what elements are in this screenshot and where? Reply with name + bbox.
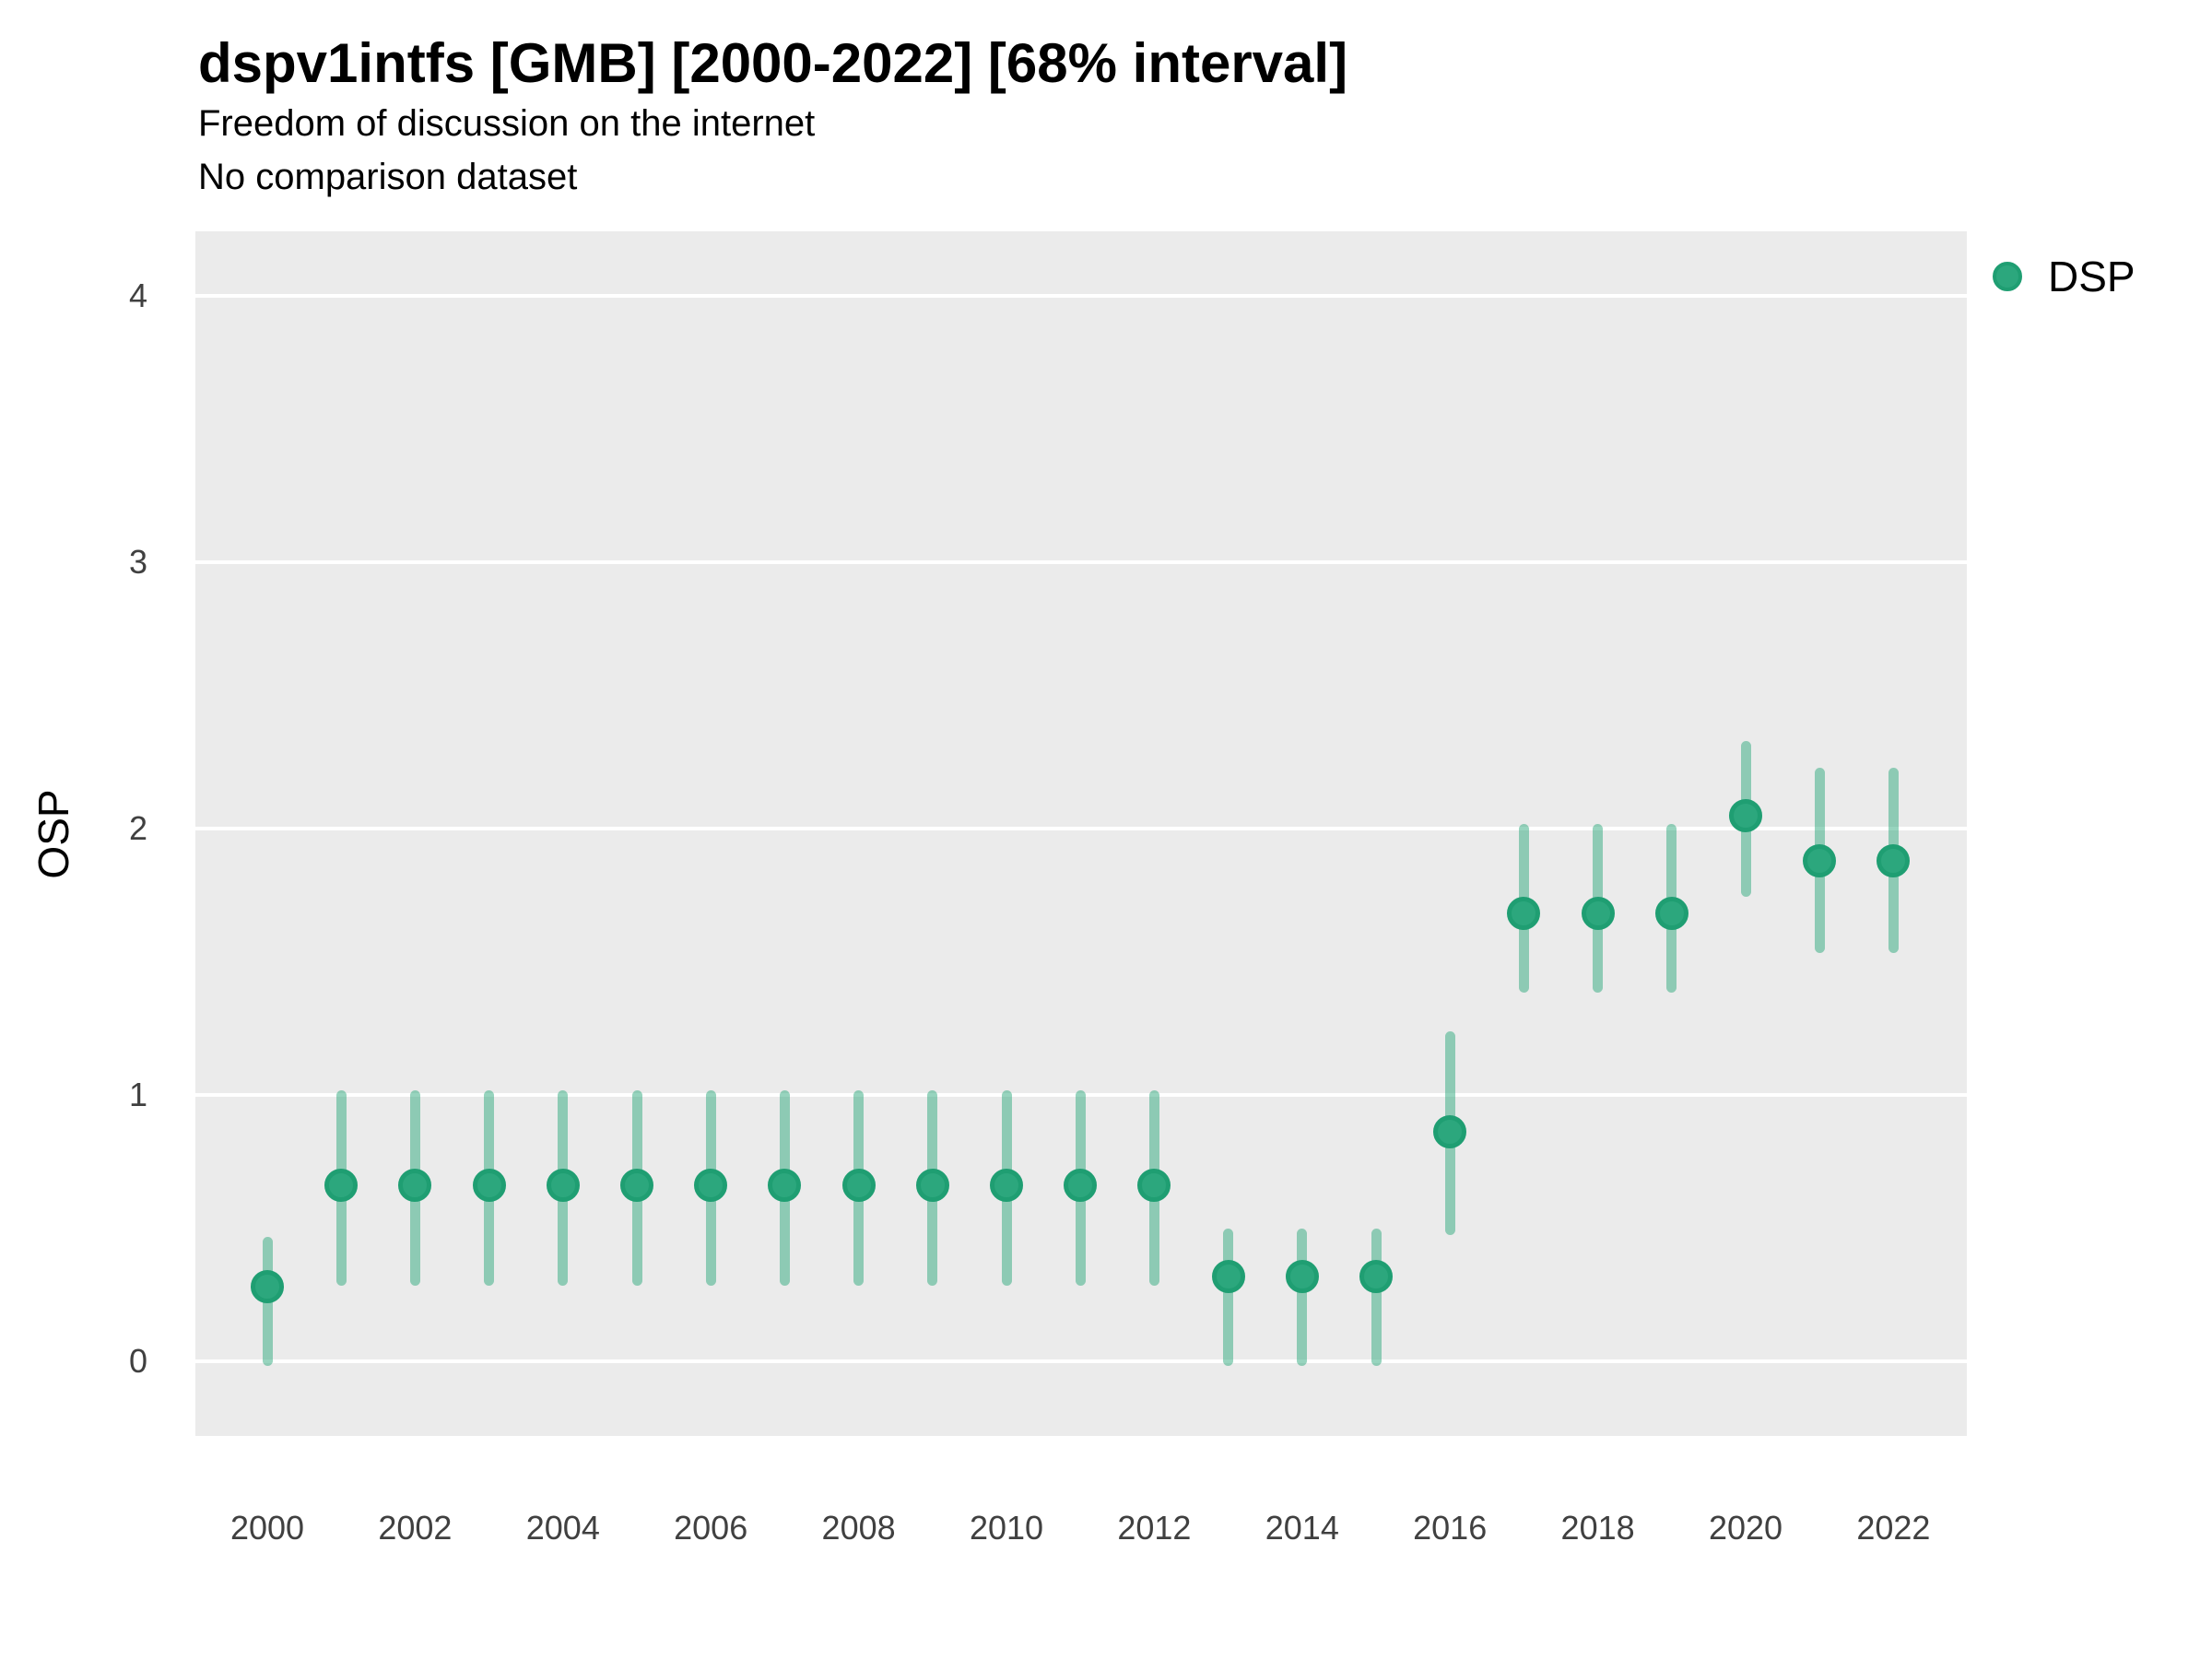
data-point-2000 [251, 1270, 284, 1304]
legend: DSP [1993, 249, 2136, 304]
y-tick-label-1: 1 [128, 1076, 147, 1113]
data-point-2007 [768, 1169, 802, 1203]
x-tick-label-2008: 2008 [821, 1509, 896, 1547]
x-tick-label-2006: 2006 [674, 1509, 748, 1547]
x-tick-label-2016: 2016 [1413, 1509, 1488, 1547]
data-point-2013 [1211, 1259, 1245, 1293]
data-point-2010 [990, 1169, 1023, 1203]
gridline-y-3 [195, 560, 1967, 564]
x-tick-label-2018: 2018 [1560, 1509, 1635, 1547]
gridline-y-0 [195, 1359, 1967, 1363]
y-tick-label-2: 2 [128, 809, 147, 847]
data-point-2020 [1729, 798, 1762, 832]
data-point-2015 [1359, 1259, 1393, 1293]
plot-panel [195, 231, 1967, 1436]
x-tick-label-2022: 2022 [1856, 1509, 1931, 1547]
y-tick-label-0: 0 [128, 1342, 147, 1380]
data-point-2003 [472, 1169, 506, 1203]
legend-label: DSP [2048, 253, 2136, 300]
y-tick-label-4: 4 [128, 276, 147, 314]
legend-point-icon [1993, 262, 2022, 291]
data-point-2009 [915, 1169, 949, 1203]
data-point-2001 [324, 1169, 359, 1203]
data-point-2017 [1507, 897, 1541, 931]
interval-bar-2014 [1297, 1229, 1308, 1366]
chart-title: dspv1intfs [GMB] [2000-2022] [68% interv… [198, 32, 1348, 94]
data-point-2016 [1433, 1115, 1467, 1149]
gridline-y-4 [195, 294, 1967, 298]
data-point-2005 [620, 1169, 653, 1203]
chart-subtitle: Freedom of discussion on the internet [198, 103, 816, 144]
data-point-2014 [1285, 1259, 1319, 1293]
data-point-2004 [546, 1169, 580, 1203]
data-point-2011 [1064, 1169, 1098, 1203]
x-tick-label-2012: 2012 [1117, 1509, 1192, 1547]
y-tick-label-3: 3 [128, 543, 147, 581]
x-tick-label-2014: 2014 [1265, 1509, 1339, 1547]
x-tick-label-2020: 2020 [1708, 1509, 1783, 1547]
interval-bar-2013 [1223, 1229, 1234, 1366]
data-point-2002 [398, 1169, 432, 1203]
x-tick-label-2004: 2004 [525, 1509, 600, 1547]
data-point-2012 [1137, 1169, 1171, 1203]
data-point-2021 [1803, 843, 1837, 877]
data-point-2006 [694, 1169, 728, 1203]
data-point-2008 [841, 1169, 876, 1203]
interval-bar-2015 [1371, 1229, 1382, 1366]
chart-note: No comparison dataset [198, 157, 578, 197]
x-tick-label-2002: 2002 [378, 1509, 453, 1547]
data-point-2019 [1654, 897, 1688, 931]
gridline-y-1 [195, 1093, 1967, 1097]
x-tick-label-2000: 2000 [229, 1509, 305, 1547]
data-point-2022 [1877, 843, 1911, 877]
gridline-y-2 [195, 827, 1967, 830]
x-tick-label-2010: 2010 [969, 1509, 1044, 1547]
data-point-2018 [1581, 897, 1615, 931]
